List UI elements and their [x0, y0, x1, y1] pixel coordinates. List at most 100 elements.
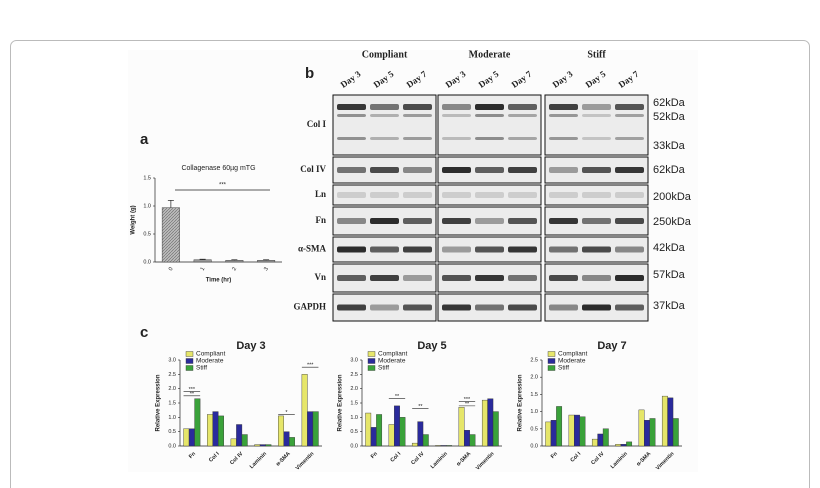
band [370, 218, 399, 224]
bar [411, 442, 418, 447]
legend-label: Compliant [558, 351, 587, 358]
bar [193, 259, 212, 263]
band [582, 275, 611, 281]
band [615, 104, 644, 110]
x-tick-label: Fn [550, 451, 559, 460]
legend-swatch [547, 358, 556, 364]
band [442, 218, 471, 224]
group-label: Compliant [362, 49, 408, 60]
y-tick-label: 2.5 [168, 372, 176, 378]
y-tick-label: 1.0 [530, 409, 538, 415]
band [442, 275, 471, 281]
band [549, 218, 578, 224]
y-tick-label: 1.5 [530, 392, 538, 398]
panel-label: a [140, 131, 149, 148]
legend-swatch [367, 358, 376, 364]
band [403, 104, 432, 110]
band [370, 137, 399, 140]
bar [194, 398, 201, 447]
size-label: 62kDa [653, 164, 686, 176]
y-tick-label: 0.0 [530, 443, 538, 449]
bar [440, 445, 447, 447]
chart-title: Day 3 [236, 340, 265, 352]
bar [259, 444, 266, 447]
annotation: ** [190, 391, 195, 397]
band [337, 275, 366, 281]
bar [254, 444, 261, 447]
band [508, 137, 537, 140]
bar [638, 409, 645, 447]
bar [422, 434, 429, 447]
band [475, 192, 504, 198]
y-axis-label: Weight (g) [131, 205, 137, 234]
band [508, 167, 537, 173]
annotation: *** [219, 183, 227, 189]
y-tick-label: 0.0 [350, 443, 358, 449]
band [442, 246, 471, 253]
x-tick-label: Fn [188, 451, 197, 460]
band [508, 246, 537, 253]
bar [283, 431, 290, 447]
band [475, 246, 504, 253]
band [549, 114, 578, 117]
bar [365, 412, 372, 447]
x-tick-label: 3 [263, 266, 270, 272]
size-label: 37kDa [653, 300, 686, 312]
y-tick-label: 0.5 [350, 429, 358, 435]
annotation: *** [189, 387, 196, 393]
band [403, 275, 432, 281]
group-label: Stiff [587, 49, 606, 60]
band [475, 104, 504, 110]
bar [218, 415, 224, 447]
size-label: 200kDa [653, 191, 692, 203]
band [549, 192, 578, 198]
band [475, 275, 504, 281]
band [370, 167, 399, 173]
annotation: *** [464, 397, 471, 403]
band [615, 246, 644, 253]
annotation: ** [395, 394, 400, 400]
bar [435, 445, 442, 447]
band [370, 304, 399, 311]
band [615, 114, 644, 117]
band [582, 137, 611, 140]
legend-swatch [185, 351, 194, 357]
bar [301, 374, 308, 447]
legend-label: Moderate [196, 358, 224, 365]
y-tick-label: 1.5 [168, 400, 176, 406]
band [475, 114, 504, 117]
legend-label: Moderate [378, 358, 406, 365]
bar [230, 438, 237, 447]
bar [236, 424, 243, 447]
band [475, 167, 504, 173]
y-tick-label: 3.0 [168, 357, 176, 363]
bar [289, 437, 295, 447]
band [370, 104, 399, 110]
band [337, 104, 366, 110]
band [337, 304, 366, 311]
size-label: 52kDa [653, 111, 686, 123]
annotation: * [285, 410, 288, 416]
size-label: 33kDa [653, 140, 686, 152]
bar [417, 421, 424, 447]
row-label: GAPDH [294, 302, 327, 312]
bar [161, 207, 180, 263]
bar [579, 416, 586, 447]
bar [487, 398, 494, 447]
legend-swatch [185, 358, 194, 364]
band [508, 218, 537, 224]
y-tick-label: 0.0 [143, 259, 151, 265]
bar [399, 417, 406, 447]
legend-label: Stiff [558, 365, 569, 372]
bar [307, 411, 314, 447]
bar [388, 424, 395, 447]
bar [550, 420, 557, 447]
band [475, 218, 504, 224]
band [442, 304, 471, 311]
bar [257, 260, 276, 263]
band [549, 275, 578, 281]
band [475, 304, 504, 311]
bar [207, 414, 213, 447]
legend-swatch [367, 365, 376, 371]
bar [556, 406, 563, 447]
